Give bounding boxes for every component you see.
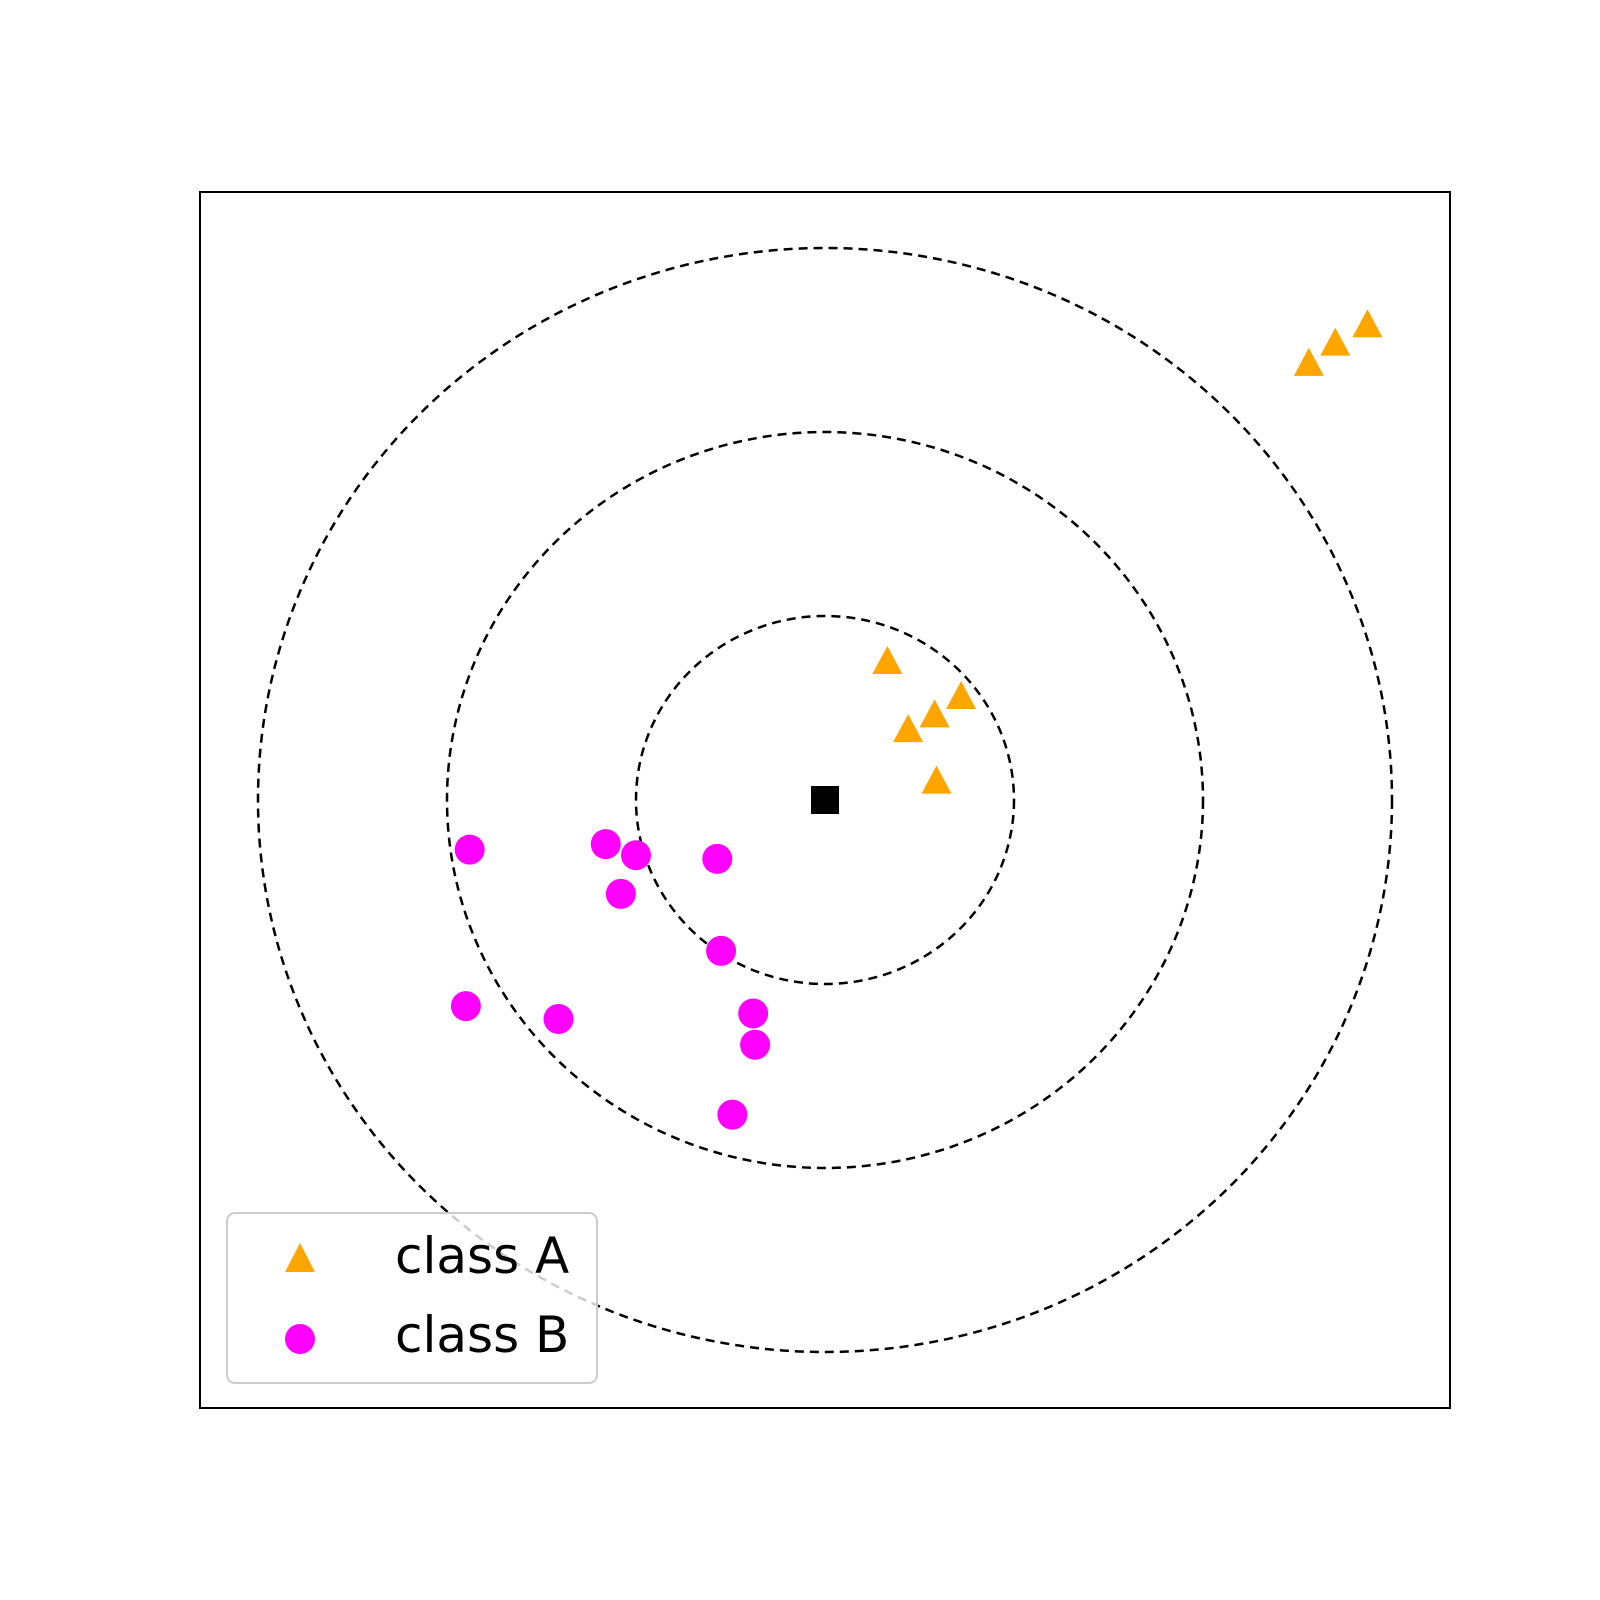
class-b-point-2 xyxy=(591,829,621,859)
legend: class A class B xyxy=(227,1213,597,1383)
class-b-point-11 xyxy=(717,1100,747,1130)
class-b-point-5 xyxy=(606,879,636,909)
class-b-point-9 xyxy=(738,998,768,1028)
legend-marker-class-b xyxy=(285,1324,315,1354)
class-b-point-8 xyxy=(544,1004,574,1034)
class-b-point-10 xyxy=(740,1030,770,1060)
class-b-point-1 xyxy=(455,835,485,865)
class-b-point-3 xyxy=(621,840,651,870)
class-b-point-7 xyxy=(451,991,481,1021)
legend-label-class-a: class A xyxy=(395,1227,569,1285)
class-b-point-4 xyxy=(702,844,732,874)
class-b-point-6 xyxy=(706,936,736,966)
query-point xyxy=(811,786,839,814)
legend-label-class-b: class B xyxy=(395,1306,569,1364)
